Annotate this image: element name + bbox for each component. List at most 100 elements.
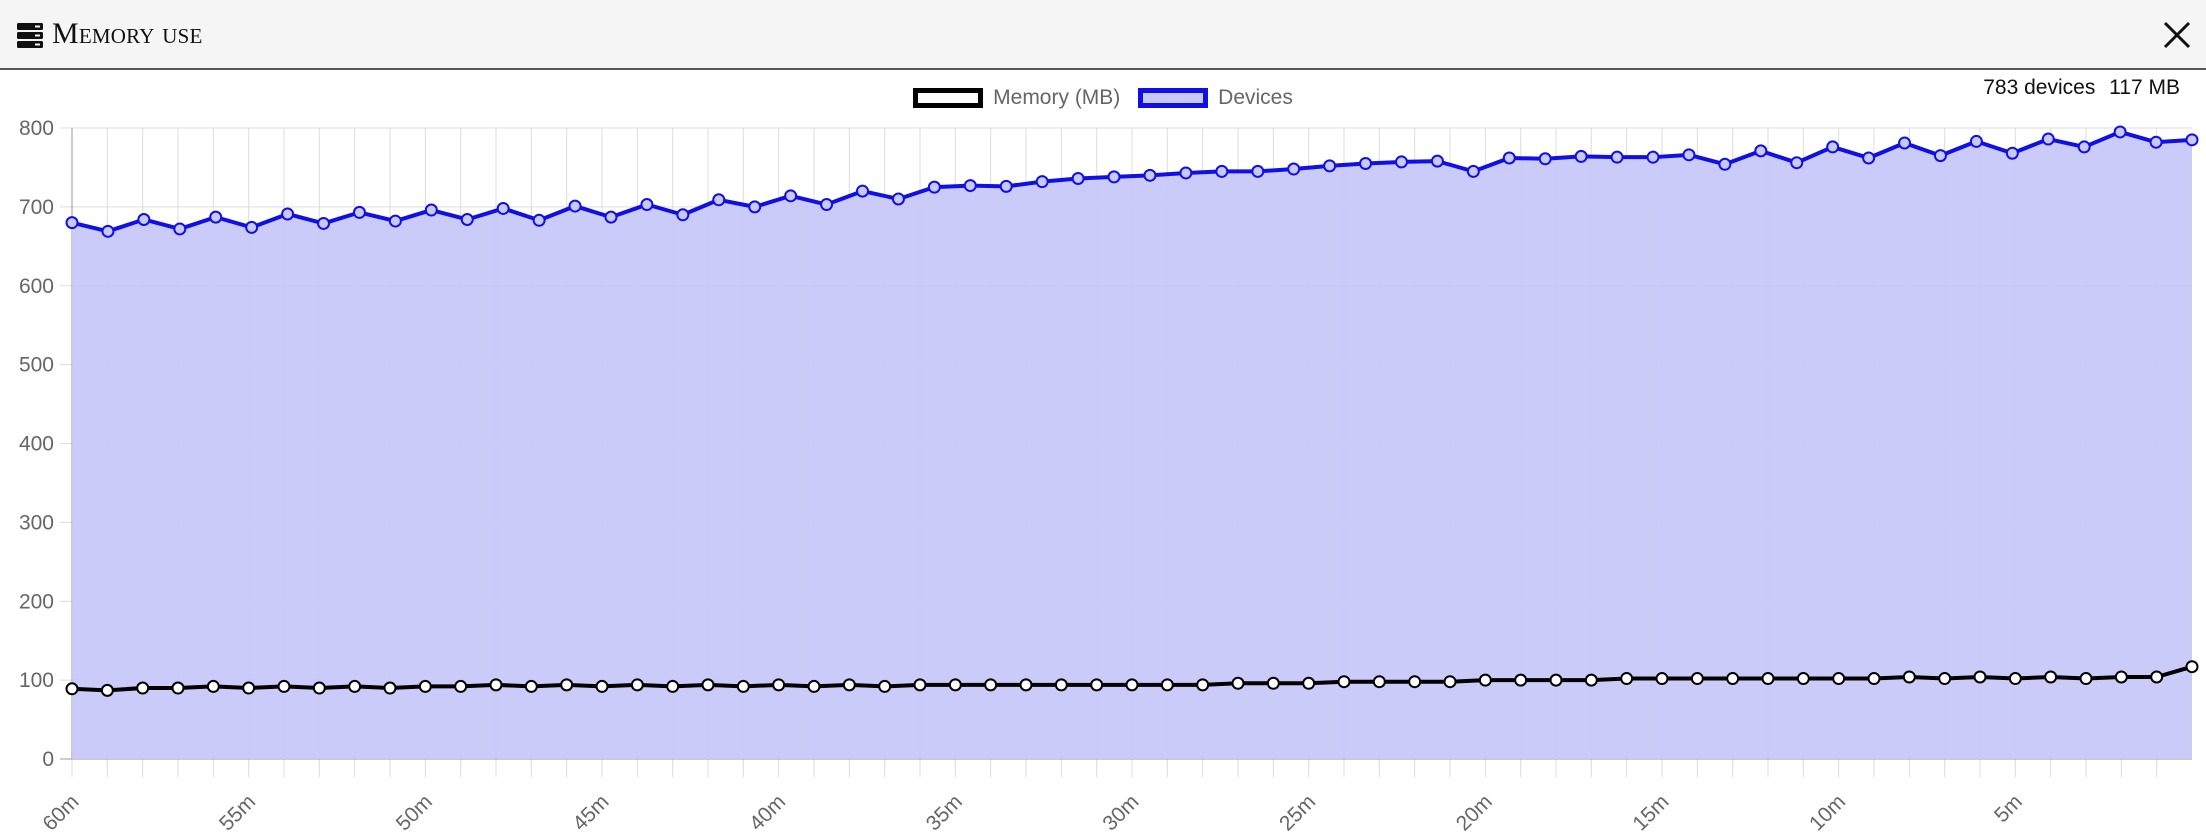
data-point bbox=[352, 205, 366, 219]
data-point bbox=[1690, 672, 1704, 686]
data-point bbox=[424, 203, 438, 217]
data-point bbox=[1394, 155, 1408, 169]
data-point bbox=[1035, 175, 1049, 189]
data-point bbox=[1071, 171, 1085, 185]
data-point bbox=[2150, 670, 2164, 684]
data-point bbox=[1143, 168, 1157, 182]
data-point bbox=[1862, 151, 1876, 165]
data-point bbox=[1902, 670, 1916, 684]
x-tick-label: 10m bbox=[1805, 790, 1850, 835]
data-point bbox=[277, 679, 291, 693]
data-point bbox=[984, 678, 998, 692]
data-point bbox=[927, 180, 941, 194]
data-point bbox=[1502, 151, 1516, 165]
x-tick-label: 40m bbox=[745, 790, 790, 835]
data-point bbox=[1538, 152, 1552, 166]
data-point bbox=[1478, 673, 1492, 687]
data-point bbox=[560, 678, 574, 692]
data-point bbox=[1302, 676, 1316, 690]
data-point bbox=[999, 179, 1013, 193]
data-point bbox=[65, 216, 79, 230]
data-point bbox=[1125, 678, 1139, 692]
legend-item-memory[interactable]: Memory (MB) bbox=[913, 86, 1120, 110]
data-point bbox=[1761, 672, 1775, 686]
data-point bbox=[348, 679, 362, 693]
x-tick-label: 50m bbox=[392, 790, 437, 835]
data-point bbox=[2008, 672, 2022, 686]
data-point bbox=[2041, 132, 2055, 146]
data-point bbox=[948, 678, 962, 692]
data-point bbox=[842, 678, 856, 692]
data-point bbox=[1933, 149, 1947, 163]
series-area bbox=[72, 131, 2192, 760]
data-point bbox=[1832, 672, 1846, 686]
legend-label-devices: Devices bbox=[1218, 86, 1293, 109]
data-point bbox=[748, 200, 762, 214]
x-tick-label: 5m bbox=[1990, 790, 2027, 827]
data-point bbox=[1054, 678, 1068, 692]
y-tick-label: 400 bbox=[19, 433, 54, 456]
data-point bbox=[1969, 134, 1983, 148]
data-point bbox=[100, 683, 114, 697]
legend-item-devices[interactable]: Devices bbox=[1138, 86, 1293, 110]
data-point bbox=[209, 210, 223, 224]
data-point bbox=[312, 681, 326, 695]
data-point bbox=[137, 212, 151, 226]
status-readout: 783 devices 117 MB bbox=[1975, 76, 2180, 100]
data-point bbox=[1867, 672, 1881, 686]
data-point bbox=[1610, 150, 1624, 164]
y-tick-label: 800 bbox=[19, 117, 54, 140]
server-stack-icon bbox=[17, 23, 43, 48]
chart-legend: Memory (MB) Devices bbox=[0, 86, 2206, 114]
y-tick-label: 300 bbox=[19, 511, 54, 534]
data-point bbox=[171, 681, 185, 695]
data-point bbox=[1019, 678, 1033, 692]
data-point bbox=[2185, 133, 2199, 147]
data-point bbox=[1287, 162, 1301, 176]
data-point bbox=[383, 681, 397, 695]
data-point bbox=[1718, 157, 1732, 171]
x-tick-label: 35m bbox=[922, 790, 967, 835]
data-point bbox=[595, 679, 609, 693]
data-point bbox=[1726, 672, 1740, 686]
x-tick-label: 45m bbox=[568, 790, 613, 835]
data-point bbox=[1215, 164, 1229, 178]
data-point bbox=[1898, 136, 1912, 150]
data-point bbox=[460, 212, 474, 226]
data-point bbox=[2044, 670, 2058, 684]
x-tick-label: 25m bbox=[1275, 790, 1320, 835]
data-point bbox=[878, 679, 892, 693]
data-point bbox=[101, 224, 115, 238]
data-point bbox=[388, 214, 402, 228]
data-point bbox=[1359, 156, 1373, 170]
data-point bbox=[206, 679, 220, 693]
legend-label-memory: Memory (MB) bbox=[993, 86, 1121, 109]
data-point bbox=[418, 679, 432, 693]
y-tick-label: 100 bbox=[19, 669, 54, 692]
data-point bbox=[532, 213, 546, 227]
data-point bbox=[630, 678, 644, 692]
data-point bbox=[1090, 678, 1104, 692]
data-point bbox=[1754, 144, 1768, 158]
data-point bbox=[1323, 159, 1337, 173]
data-point bbox=[1646, 150, 1660, 164]
data-point bbox=[1973, 670, 1987, 684]
data-point bbox=[666, 679, 680, 693]
data-point bbox=[1160, 678, 1174, 692]
data-point bbox=[1443, 675, 1457, 689]
y-tick-label: 200 bbox=[19, 590, 54, 613]
data-point bbox=[1620, 672, 1634, 686]
data-point bbox=[604, 210, 618, 224]
data-point bbox=[856, 184, 870, 198]
data-point bbox=[281, 207, 295, 221]
data-point bbox=[1408, 675, 1422, 689]
data-point bbox=[640, 198, 654, 212]
device-count: 783 devices bbox=[1983, 76, 2096, 99]
data-point bbox=[1655, 672, 1669, 686]
data-point bbox=[784, 189, 798, 203]
y-tick-label: 700 bbox=[19, 196, 54, 219]
close-icon[interactable] bbox=[2160, 18, 2194, 52]
legend-swatch-devices bbox=[1138, 88, 1209, 108]
data-point bbox=[1337, 675, 1351, 689]
data-point bbox=[1682, 148, 1696, 162]
